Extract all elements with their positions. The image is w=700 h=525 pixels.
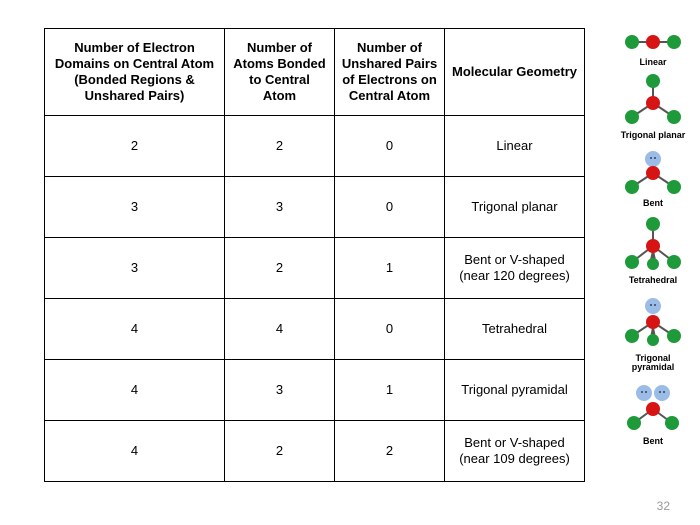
diagram-label: Linear — [639, 58, 666, 67]
vsepr-table: Number of Electron Domains on Central At… — [44, 28, 584, 482]
bent-icon — [618, 379, 688, 435]
cell-domains: 3 — [45, 177, 225, 238]
table-row: 3 3 0 Trigonal planar — [45, 177, 585, 238]
trigonal-planar-icon — [618, 73, 688, 129]
cell-unshared: 1 — [335, 238, 445, 299]
cell-domains: 4 — [45, 299, 225, 360]
table-row: 2 2 0 Linear — [45, 116, 585, 177]
diagram-tetrahedral: Tetrahedral — [618, 214, 688, 285]
cell-unshared: 0 — [335, 116, 445, 177]
cell-unshared: 0 — [335, 299, 445, 360]
cell-unshared: 0 — [335, 177, 445, 238]
col-header-domains: Number of Electron Domains on Central At… — [45, 29, 225, 116]
cell-bonded: 3 — [225, 177, 335, 238]
cell-bonded: 2 — [225, 421, 335, 482]
cell-bonded: 4 — [225, 299, 335, 360]
diagram-label: Tetrahedral — [629, 276, 677, 285]
cell-geometry: Bent or V-shaped (near 120 degrees) — [445, 238, 585, 299]
diagram-trigonal-planar: Trigonal planar — [618, 73, 688, 140]
diagram-label: Bent — [643, 199, 663, 208]
cell-bonded: 2 — [225, 238, 335, 299]
cell-domains: 2 — [45, 116, 225, 177]
table-row: 4 2 2 Bent or V-shaped (near 109 degrees… — [45, 421, 585, 482]
col-header-geometry: Molecular Geometry — [445, 29, 585, 116]
diagram-label: Bent — [643, 437, 663, 446]
col-header-bonded: Number of Atoms Bonded to Central Atom — [225, 29, 335, 116]
cell-domains: 4 — [45, 360, 225, 421]
diagram-linear: Linear — [618, 28, 688, 67]
trigonal-pyramidal-icon — [618, 292, 688, 352]
cell-bonded: 2 — [225, 116, 335, 177]
cell-geometry: Tetrahedral — [445, 299, 585, 360]
diagram-label: Trigonal pyramidal — [614, 354, 692, 373]
cell-bonded: 3 — [225, 360, 335, 421]
col-header-unshared: Number of Unshared Pairs of Electrons on… — [335, 29, 445, 116]
diagram-bent-120: Bent — [618, 147, 688, 208]
cell-unshared: 1 — [335, 360, 445, 421]
cell-geometry: Linear — [445, 116, 585, 177]
cell-geometry: Trigonal planar — [445, 177, 585, 238]
diagram-bent-109: Bent — [618, 379, 688, 446]
page-number: 32 — [657, 499, 670, 513]
tetrahedral-icon — [618, 214, 688, 274]
geometry-diagrams: Linear Trigonal planar — [614, 28, 692, 446]
table-row: 4 3 1 Trigonal pyramidal — [45, 360, 585, 421]
diagram-trigonal-pyramidal: Trigonal pyramidal — [614, 292, 692, 373]
cell-geometry: Trigonal pyramidal — [445, 360, 585, 421]
table-row: 3 2 1 Bent or V-shaped (near 120 degrees… — [45, 238, 585, 299]
table-row: 4 4 0 Tetrahedral — [45, 299, 585, 360]
linear-icon — [618, 28, 688, 56]
diagram-label: Trigonal planar — [621, 131, 686, 140]
cell-domains: 4 — [45, 421, 225, 482]
cell-domains: 3 — [45, 238, 225, 299]
bent-icon — [618, 147, 688, 197]
cell-unshared: 2 — [335, 421, 445, 482]
cell-geometry: Bent or V-shaped (near 109 degrees) — [445, 421, 585, 482]
